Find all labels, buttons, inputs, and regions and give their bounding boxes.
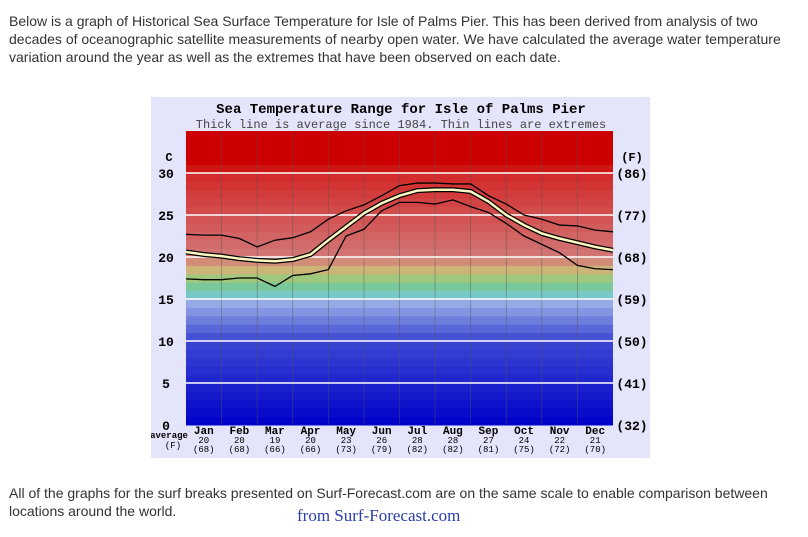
month-label: Aug (443, 426, 463, 438)
y-axis-label-c: C (165, 151, 172, 165)
minimum-line (185, 199, 614, 288)
y-tick-f: (59) (616, 293, 647, 308)
y-tick-c: 0 (162, 419, 170, 434)
y-tick-f: (41) (616, 377, 647, 392)
month-avg-c: 20 (305, 436, 316, 446)
month-avg-c: 27 (483, 436, 494, 446)
y-tick-f: (86) (616, 167, 647, 182)
month-avg-c: 26 (376, 436, 387, 446)
series-lines (185, 182, 614, 288)
y-tick-c: 15 (158, 293, 174, 308)
outro-paragraph: All of the graphs for the surf breaks pr… (9, 485, 768, 519)
avg-row-label: average (151, 431, 188, 441)
y-tick-f: (50) (616, 335, 647, 350)
month-avg-c: 19 (270, 436, 281, 446)
y-axis-label-f: (F) (621, 151, 643, 165)
y-tick-c: 10 (158, 335, 174, 350)
y-tick-f: (32) (616, 419, 647, 434)
month-avg-f: (66) (264, 445, 286, 455)
month-avg-c: 21 (590, 436, 601, 446)
axis-labels: C (F) average (F) 0 (32) 5 (41) 10 (50) 15 (59)… (150, 151, 648, 455)
y-tick-f: (77) (616, 209, 647, 224)
surf-forecast-link[interactable]: from Surf-Forecast.com (297, 506, 461, 525)
month-label: Feb (229, 426, 249, 438)
month-label: Mar (265, 426, 285, 438)
chart-svg: Sea Temperature Range for Isle of Palms … (150, 102, 648, 455)
y-tick-c: 25 (158, 209, 174, 224)
month-avg-f: (72) (549, 445, 571, 455)
month-avg-f: (81) (478, 445, 500, 455)
month-avg-f: (73) (335, 445, 357, 455)
month-avg-f: (68) (193, 445, 215, 455)
month-avg-f: (66) (300, 445, 322, 455)
maximum-line (185, 182, 614, 248)
month-label: Sep (479, 426, 499, 438)
month-avg-f: (82) (442, 445, 464, 455)
month-label: Dec (585, 426, 605, 438)
month-label: Apr (301, 426, 321, 438)
y-tick-c: 30 (158, 167, 174, 182)
month-label: Nov (550, 426, 570, 438)
month-avg-f: (68) (229, 445, 251, 455)
month-avg-c: 28 (412, 436, 423, 446)
month-avg-f: (79) (371, 445, 393, 455)
intro-paragraph: Below is a graph of Historical Sea Surfa… (9, 13, 781, 65)
y-tick-c: 5 (162, 377, 170, 392)
chart-subtitle: Thick line is average since 1984. Thin l… (196, 118, 606, 132)
y-tick-f: (68) (616, 251, 647, 266)
month-label: Jul (407, 426, 427, 438)
y-tick-c: 20 (158, 251, 174, 266)
month-avg-c: 22 (554, 436, 565, 446)
month-label: Jan (194, 426, 214, 438)
month-avg-c: 20 (234, 436, 245, 446)
month-avg-f: (70) (584, 445, 606, 455)
month-avg-f: (75) (513, 445, 535, 455)
avg-row-unit: (F) (165, 441, 181, 451)
month-avg-c: 20 (198, 436, 209, 446)
month-label: Oct (514, 426, 534, 438)
average-line (185, 188, 614, 263)
sea-temperature-chart: Sea Temperature Range for Isle of Palms … (150, 97, 650, 458)
month-avg-f: (82) (406, 445, 428, 455)
grid-lines (186, 132, 613, 425)
chart-title: Sea Temperature Range for Isle of Palms … (216, 102, 586, 118)
month-label: May (336, 426, 356, 438)
month-avg-c: 24 (519, 436, 530, 446)
month-label: Jun (372, 426, 392, 438)
month-avg-c: 23 (341, 436, 352, 446)
month-avg-c: 28 (447, 436, 458, 446)
